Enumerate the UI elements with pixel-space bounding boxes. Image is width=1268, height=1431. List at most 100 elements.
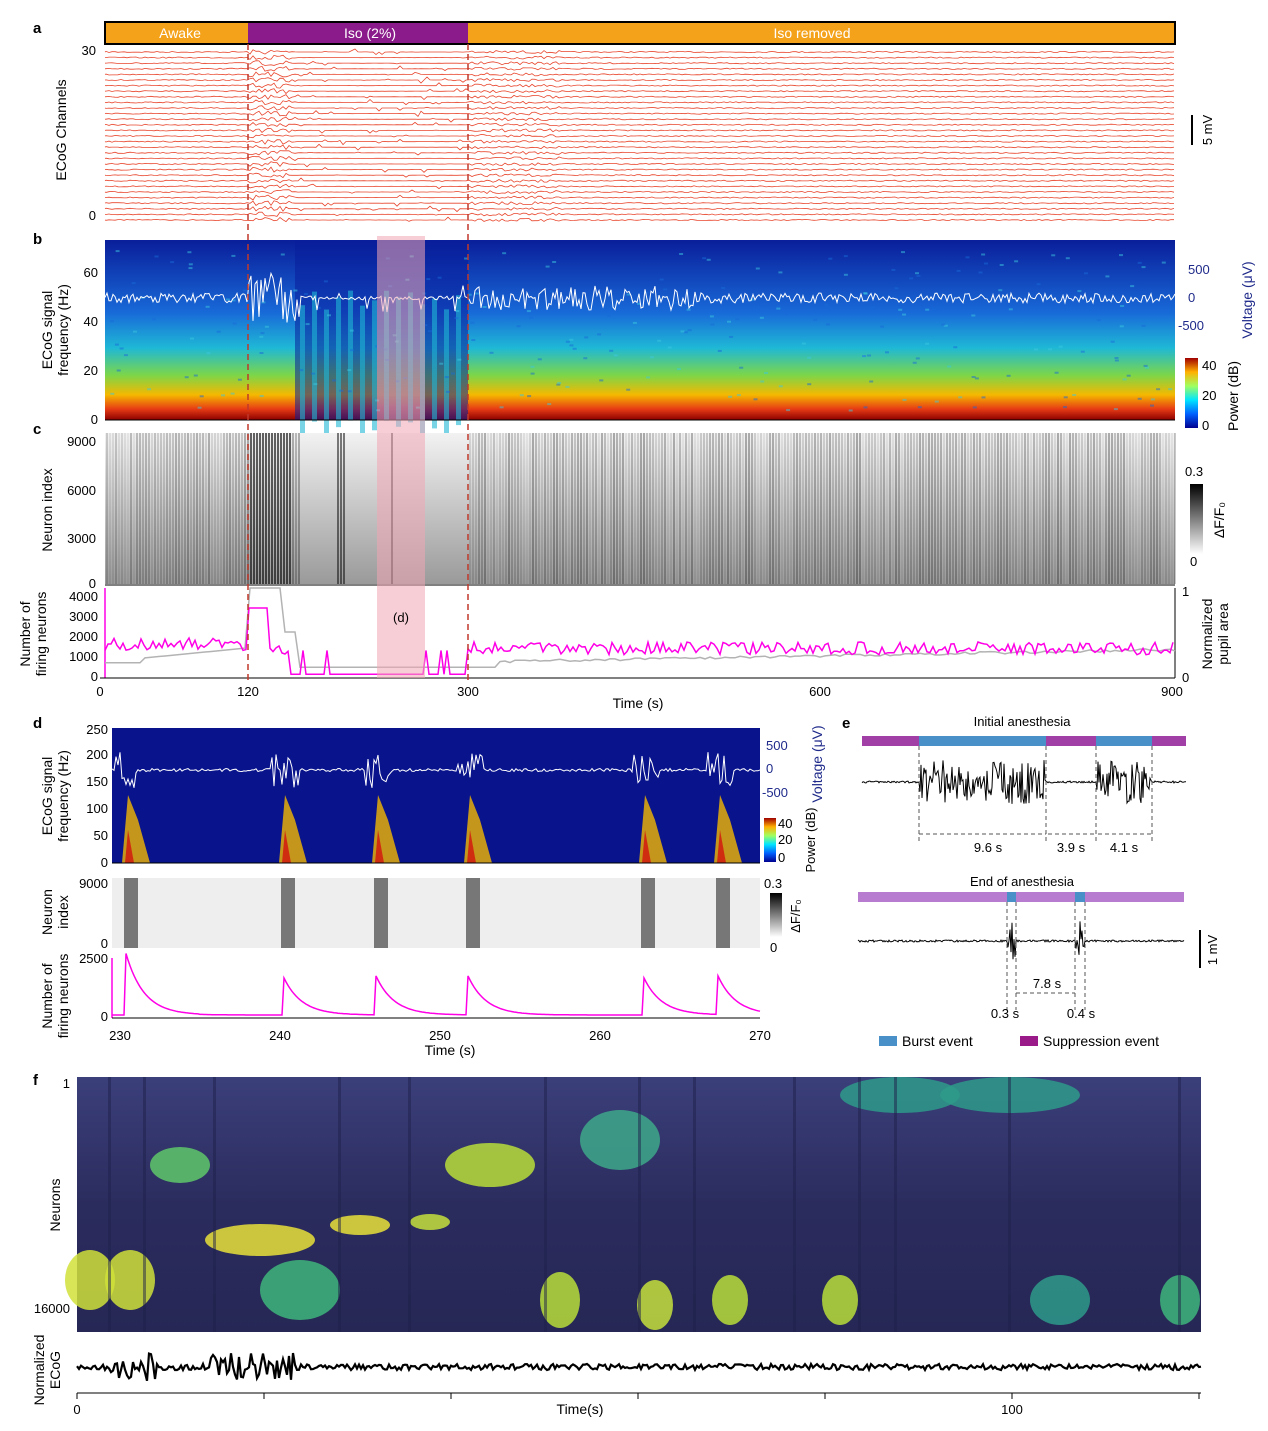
raster-column [1084,433,1086,584]
duration-label: 0.4 s [1067,1006,1096,1021]
spectral-speck [474,292,479,295]
legend-burst-swatch [879,1036,897,1046]
raster-column [1108,433,1110,584]
panel-f: f Neurons 1 16000 Normalized ECoG 0 100 … [31,1072,1202,1417]
spectral-speck [863,292,868,295]
spectral-speck [1113,408,1118,411]
spectral-speck [454,317,459,320]
spectral-speck [915,272,919,275]
spectral-speck [243,289,247,292]
end-guides [1006,902,1086,1010]
raster-column [295,433,297,584]
spectral-speck [932,308,937,311]
raster-column [553,433,555,584]
spectral-speck [843,255,848,258]
raster-column [874,433,876,584]
raster-column [697,433,699,584]
spectral-speck [813,318,818,321]
raster-column [253,433,255,584]
raster-column [1066,433,1068,584]
raster-column [898,433,900,584]
raster-column [715,433,717,584]
spectral-speck [1126,374,1131,377]
ecog-channel [104,183,1174,190]
raster-column [1021,433,1023,584]
spectral-speck [776,307,781,310]
d-firing-tick: 0 [101,1009,108,1024]
raster-column [1054,433,1056,584]
spectral-speck [728,395,733,398]
raster-column [646,433,648,584]
spectral-speck [1150,404,1154,407]
spectral-speck [965,256,970,259]
raster-column [331,433,333,584]
spectral-speck [1054,371,1059,374]
raster-column [799,433,801,584]
raster-column [226,433,228,584]
xtick: 0 [96,684,103,699]
raster-column [1174,433,1176,584]
spectral-speck [673,301,678,304]
raster-column [475,433,477,584]
raster-column [514,433,516,584]
firing-tick: 0 [91,669,98,684]
ecog-channel [104,105,1175,112]
ecog-channel [104,94,1175,101]
spectral-speck [225,298,230,301]
raster-column [1105,433,1107,584]
spectral-speck [632,321,637,324]
spectral-speck [502,252,507,255]
raster-burst [641,878,655,948]
raster-column [868,433,870,584]
raster-column [571,433,573,584]
spectral-speck [565,340,570,343]
raster-column [877,433,879,584]
raster-column [1135,433,1137,584]
raster-column [1027,433,1029,584]
spectral-speck [549,290,554,293]
d-firing-ylabel-2: firing neurons [55,954,71,1039]
raster-column [460,433,462,584]
raster-column [925,433,927,584]
d-xtick: 270 [749,1028,771,1043]
raster-column [292,433,294,584]
raster-column [880,433,882,584]
raster-column [979,433,981,584]
spectral-speck [227,302,232,305]
raster-column [739,433,741,584]
spectral-speck [1137,397,1142,400]
raster-column [862,433,864,584]
raster-column [940,433,942,584]
raster-column [511,433,513,584]
raster-column [961,433,963,584]
raster-column [319,433,321,584]
spectral-speck [1110,340,1115,343]
spectral-speck [663,288,668,291]
raster-column [865,433,867,584]
panel-a-letter: a [33,20,42,37]
raster-column [367,433,369,584]
raster-column [943,433,945,584]
raster-column [208,433,210,584]
spectral-speck [659,278,664,281]
raster-column [913,433,915,584]
panel-c-ytick: 9000 [67,434,96,449]
firing-neurons-trace-d [112,953,761,1016]
spectral-speck [1084,272,1088,275]
panel-d-ylabel-2: frequency (Hz) [55,750,71,842]
raster-column [1042,433,1044,584]
spectral-speck [687,329,692,332]
f-xtick: 100 [1001,1402,1023,1417]
activity-blob [65,1250,115,1310]
raster-column [580,433,582,584]
spectral-speck [649,356,654,359]
spectral-speck [147,388,152,391]
raster-column [787,433,789,584]
raster-column [601,433,603,584]
spectral-speck [259,335,264,338]
spectral-speck [1145,366,1149,369]
raster-column [709,433,711,584]
panel-f-xlabel: Time(s) [557,1401,604,1417]
spectral-speck [971,376,976,378]
spectral-speck [471,339,476,341]
